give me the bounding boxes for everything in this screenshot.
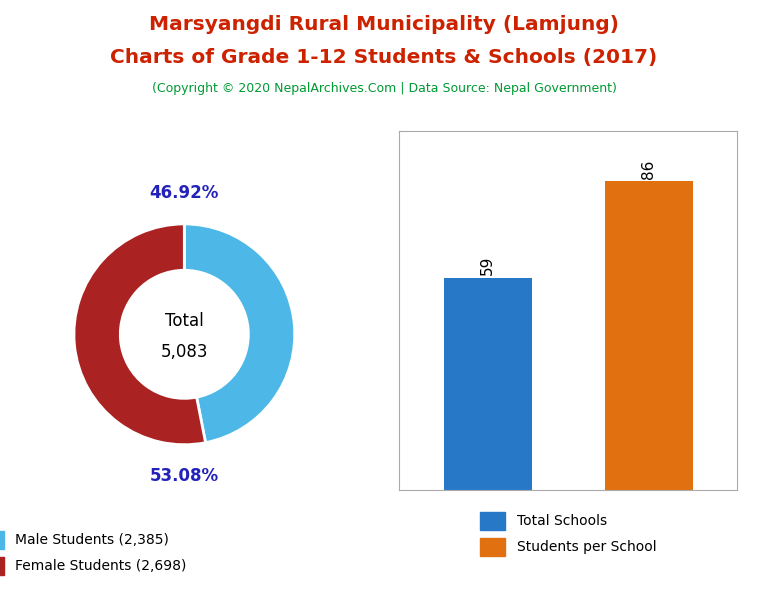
Legend: Total Schools, Students per School: Total Schools, Students per School (475, 506, 662, 561)
Text: 5,083: 5,083 (161, 343, 208, 361)
Text: 86: 86 (641, 159, 657, 179)
Text: Marsyangdi Rural Municipality (Lamjung): Marsyangdi Rural Municipality (Lamjung) (149, 15, 619, 34)
Bar (444, 278, 532, 490)
Text: (Copyright © 2020 NepalArchives.Com | Data Source: Nepal Government): (Copyright © 2020 NepalArchives.Com | Da… (151, 82, 617, 96)
Text: 59: 59 (480, 256, 495, 275)
Text: Charts of Grade 1-12 Students & Schools (2017): Charts of Grade 1-12 Students & Schools … (111, 48, 657, 67)
Legend: Male Students (2,385), Female Students (2,698): Male Students (2,385), Female Students (… (0, 524, 194, 581)
Wedge shape (74, 224, 206, 445)
Wedge shape (184, 224, 295, 442)
Text: Total: Total (165, 312, 204, 330)
Text: 46.92%: 46.92% (150, 184, 219, 202)
Text: 53.08%: 53.08% (150, 467, 219, 485)
Bar (604, 181, 693, 490)
